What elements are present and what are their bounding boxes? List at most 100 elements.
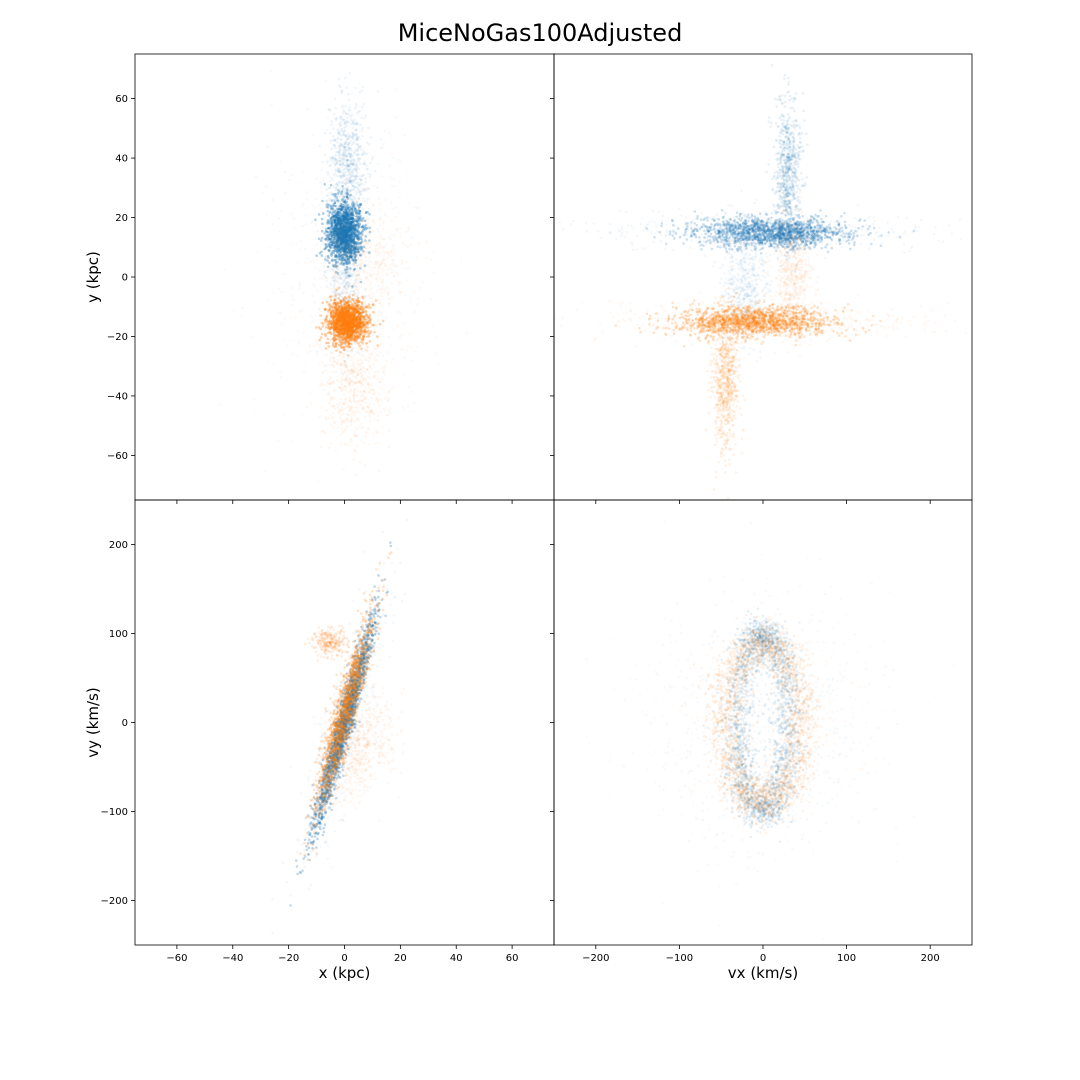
scatter-point — [346, 222, 350, 226]
scatter-point — [342, 235, 345, 239]
scatter-point — [334, 226, 337, 229]
scatter-point — [342, 209, 346, 212]
scatter-point — [350, 229, 354, 233]
scatter-point — [335, 225, 339, 228]
scatter-point — [330, 252, 333, 256]
scatter-point — [373, 403, 376, 406]
scatter-point — [353, 223, 357, 226]
scatter-point — [336, 251, 339, 254]
scatter-point — [339, 254, 343, 257]
scatter-point — [347, 225, 351, 229]
scatter-point — [345, 235, 348, 238]
scatter-point — [332, 239, 336, 242]
scatter-point — [340, 240, 344, 244]
scatter-point — [347, 233, 350, 236]
scatter-point — [345, 211, 349, 214]
scatter-point — [365, 358, 369, 361]
scatter-point — [345, 254, 349, 258]
scatter-point — [357, 225, 360, 228]
scatter-point — [350, 211, 354, 215]
scatter-point — [345, 242, 349, 245]
scatter-point — [349, 267, 352, 270]
scatter-point — [346, 148, 350, 151]
scatter-point — [343, 244, 347, 248]
scatter-point — [344, 153, 348, 157]
scatter-point — [343, 249, 347, 252]
scatter-point — [345, 163, 349, 167]
scatter-point — [340, 142, 344, 146]
scatter-point — [335, 232, 339, 235]
scatter-point — [354, 177, 358, 181]
scatter-point — [346, 173, 349, 177]
scatter-point — [341, 164, 344, 168]
scatter-point — [277, 287, 281, 291]
scatter-point — [320, 229, 324, 233]
scatter-point — [364, 396, 368, 399]
scatter-point — [357, 245, 360, 249]
scatter-point — [340, 227, 344, 231]
scatter-point — [367, 251, 371, 254]
scatter-point — [342, 236, 346, 240]
scatter-point — [343, 231, 347, 234]
scatter-point — [354, 230, 358, 233]
scatter-point — [333, 218, 337, 222]
scatter-point — [341, 105, 344, 109]
scatter-point — [331, 250, 334, 253]
scatter-point — [346, 235, 349, 239]
scatter-point — [350, 235, 354, 238]
scatter-point — [359, 335, 362, 338]
scatter-point — [331, 204, 335, 208]
scatter-point — [346, 212, 350, 216]
scatter-point — [342, 234, 345, 238]
scatter-point — [347, 228, 351, 232]
scatter-point — [334, 168, 338, 171]
scatter-point — [330, 212, 334, 216]
scatter-point — [330, 221, 334, 225]
scatter-point — [332, 215, 336, 219]
scatter-point — [327, 248, 330, 252]
scatter-point — [339, 219, 342, 222]
scatter-point — [341, 218, 344, 222]
scatter-point — [347, 240, 350, 244]
scatter-point — [342, 233, 346, 237]
scatter-point — [333, 298, 337, 301]
scatter-point — [332, 113, 336, 116]
scatter-point — [345, 239, 348, 242]
scatter-point — [344, 234, 347, 238]
scatter-point — [308, 350, 312, 353]
scatter-point — [349, 236, 352, 239]
scatter-point — [357, 250, 361, 253]
scatter-point — [348, 225, 352, 228]
scatter-point — [334, 186, 338, 190]
scatter-point — [338, 218, 341, 221]
scatter-point — [340, 405, 344, 409]
scatter-point — [344, 397, 348, 401]
scatter-point — [407, 201, 411, 205]
scatter-point — [345, 219, 349, 222]
scatter-point — [341, 226, 345, 229]
scatter-point — [344, 245, 347, 249]
scatter-point — [354, 167, 357, 170]
scatter-point — [343, 443, 347, 446]
scatter-point — [352, 241, 355, 245]
scatter-point — [343, 353, 347, 357]
scatter-point — [341, 215, 344, 218]
scatter-point — [344, 229, 348, 233]
scatter-point — [340, 145, 343, 148]
scatter-point — [336, 345, 340, 348]
scatter-point — [343, 201, 347, 205]
scatter-point — [336, 218, 340, 221]
scatter-point — [349, 224, 353, 228]
scatter-point — [347, 251, 350, 255]
scatter-point — [342, 231, 345, 234]
scatter-point — [344, 236, 347, 239]
scatter-point — [348, 226, 351, 229]
scatter-point — [347, 233, 351, 236]
scatter-point — [351, 231, 354, 234]
scatter-point — [335, 224, 339, 227]
scatter-point — [350, 114, 354, 117]
scatter-point — [371, 156, 375, 159]
scatter-point — [347, 152, 350, 155]
scatter-point — [345, 228, 349, 231]
scatter-point — [313, 206, 316, 209]
